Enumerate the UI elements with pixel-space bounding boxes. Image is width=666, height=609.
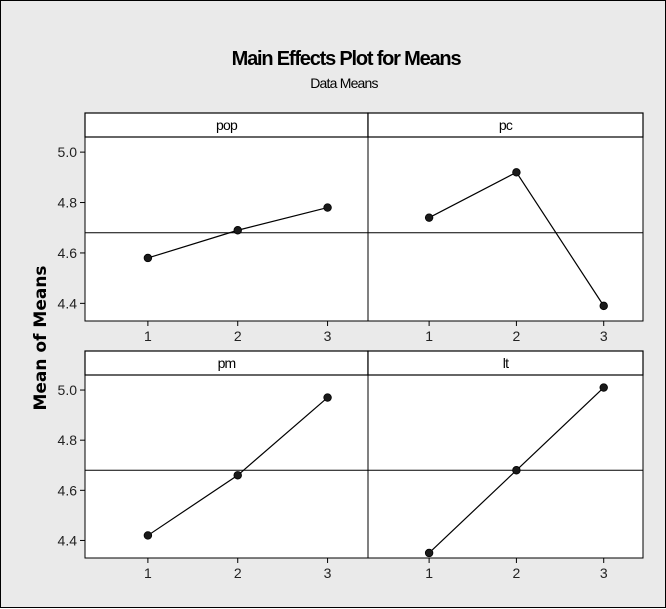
panels-layer: pop 1 2 3 4.4 4.6 4.8 5.0 pc 1 2 3 pm 1 2 3 4.4 4.6 4.8 5.0… xyxy=(58,112,644,581)
x-tick-label-pc-3: 3 xyxy=(600,328,608,344)
x-tick-label-lt-2: 2 xyxy=(513,565,521,581)
panel-pc: pc 1 2 3 xyxy=(367,112,644,344)
x-tick-label-pm-1: 1 xyxy=(144,565,152,581)
data-point-pop-2 xyxy=(233,226,242,235)
plot-area-pop xyxy=(84,136,369,322)
data-point-pm-2 xyxy=(233,471,242,480)
y-tick-label-pm-1: 4.6 xyxy=(58,482,78,498)
plot-area-pc xyxy=(367,136,644,322)
panel-lt: lt 1 2 3 xyxy=(367,350,644,581)
data-point-pc-2 xyxy=(512,168,521,177)
x-tick-label-pc-2: 2 xyxy=(513,328,521,344)
x-tick-label-pm-3: 3 xyxy=(324,565,332,581)
strip-label-lt: lt xyxy=(503,355,509,371)
data-point-pm-1 xyxy=(143,531,153,540)
x-tick-label-lt-1: 1 xyxy=(425,565,433,581)
panel-pop: pop 1 2 3 4.4 4.6 4.8 5.0 xyxy=(58,112,369,344)
data-point-pc-3 xyxy=(599,301,608,311)
y-tick-label-pop-3: 5.0 xyxy=(58,144,78,160)
data-point-pc-1 xyxy=(424,213,434,222)
data-point-lt-3 xyxy=(599,383,608,392)
data-point-lt-2 xyxy=(512,466,521,475)
strip-label-pm: pm xyxy=(218,355,236,371)
y-tick-label-pm-0: 4.4 xyxy=(58,532,78,548)
chart-title: Main Effects Plot for Means xyxy=(232,48,462,70)
x-tick-label-pop-3: 3 xyxy=(324,328,332,344)
data-point-pop-1 xyxy=(143,253,153,263)
y-tick-label-pm-3: 5.0 xyxy=(58,382,78,398)
strip-pc xyxy=(367,112,644,138)
x-tick-label-pop-2: 2 xyxy=(234,328,242,344)
chart-subtitle: Data Means xyxy=(310,75,378,91)
y-tick-label-pop-0: 4.4 xyxy=(58,295,78,311)
y-tick-label-pm-2: 4.8 xyxy=(58,432,78,448)
x-tick-label-pm-2: 2 xyxy=(234,565,242,581)
strip-label-pc: pc xyxy=(499,117,513,133)
y-tick-label-pop-2: 4.8 xyxy=(58,195,78,211)
x-tick-label-lt-3: 3 xyxy=(600,565,608,581)
data-point-pop-3 xyxy=(323,203,332,212)
data-point-pm-3 xyxy=(323,393,332,402)
strip-label-pop: pop xyxy=(216,117,238,133)
panel-pm: pm 1 2 3 4.4 4.6 4.8 5.0 xyxy=(58,350,369,581)
x-tick-label-pop-1: 1 xyxy=(144,328,152,344)
y-axis-label: Mean of Means xyxy=(31,265,51,410)
plot-area-lt xyxy=(367,374,644,559)
plot-area-pm xyxy=(84,374,369,559)
data-point-lt-1 xyxy=(424,548,434,558)
strip-lt xyxy=(367,350,644,376)
y-tick-label-pop-1: 4.6 xyxy=(58,245,78,261)
strip-pop xyxy=(84,112,369,138)
x-tick-label-pc-1: 1 xyxy=(425,328,433,344)
